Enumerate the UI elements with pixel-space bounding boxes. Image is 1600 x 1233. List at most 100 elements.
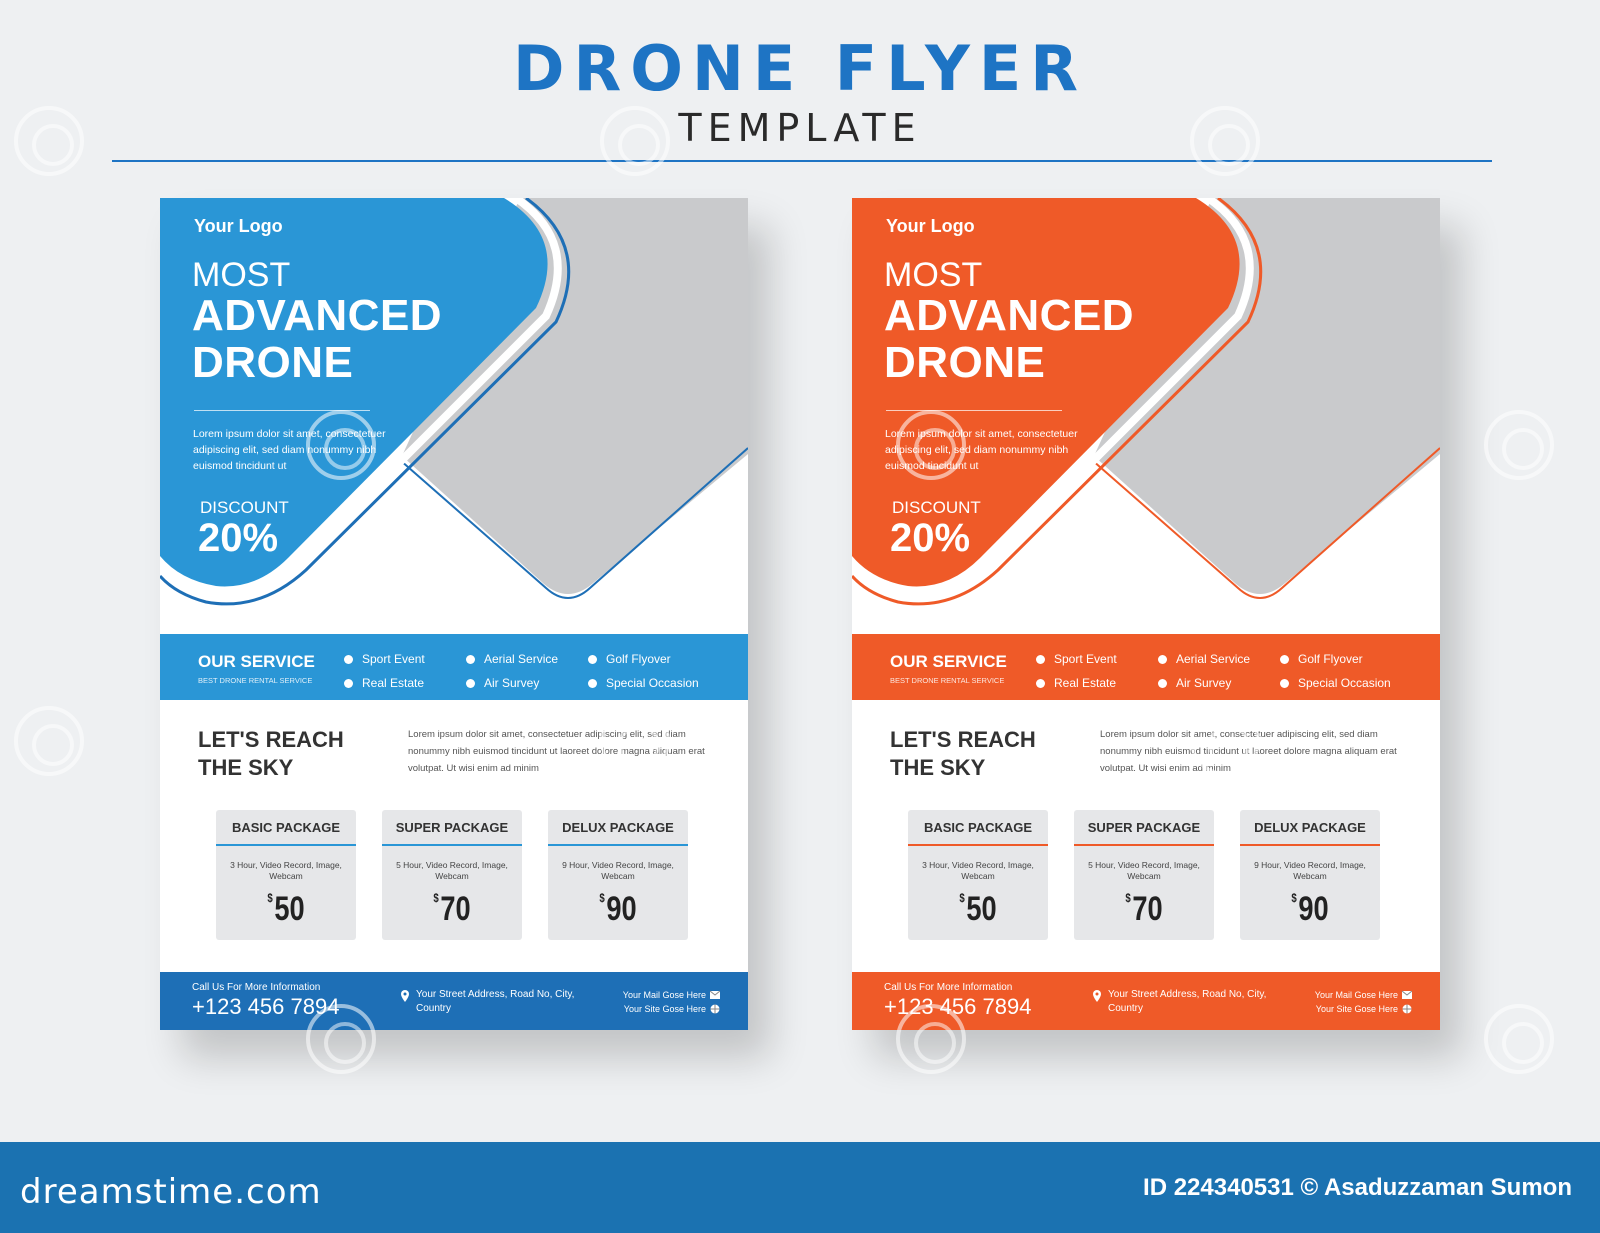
service-item: Aerial Service [464, 652, 558, 666]
price-value: 70 [1132, 890, 1163, 928]
package-card: BASIC PACKAGE 3 Hour, Video Record, Imag… [908, 810, 1048, 940]
discount-value: 20% [890, 516, 971, 560]
package-desc: 3 Hour, Video Record, Image, Webcam [230, 860, 342, 881]
package-title: DELUX PACKAGE [562, 820, 674, 835]
header-divider [112, 160, 1492, 162]
footer-mail: Your Mail Gose Here [622, 990, 706, 1000]
page-title: DRONE FLYER [513, 32, 1087, 105]
service-item: Air Survey [1156, 676, 1231, 690]
footer-call-label: Call Us For More Information [192, 982, 321, 993]
package-divider [382, 844, 522, 846]
package-divider [548, 844, 688, 846]
service-band: OUR SERVICE BEST DRONE RENTAL SERVICE Sp… [852, 634, 1440, 700]
flyer-blue: Your Logo MOST ADVANCED DRONE Lorem ipsu… [160, 198, 748, 1030]
logo-text: Your Logo [886, 216, 975, 236]
mail-icon [1402, 990, 1412, 999]
service-item: Aerial Service [1156, 652, 1250, 666]
headline-advanced: ADVANCED [884, 291, 1135, 340]
footer-mail: Your Mail Gose Here [1314, 990, 1398, 1000]
globe-icon [1402, 1004, 1412, 1014]
location-pin-icon [1093, 990, 1101, 1002]
package-desc: 5 Hour, Video Record, Image, Webcam [1088, 860, 1200, 881]
package-price: $50 [230, 890, 342, 929]
package-price: $70 [1088, 890, 1200, 929]
footer-phone: +123 456 7894 [192, 994, 340, 1019]
watermark-logo-icon [1484, 1004, 1554, 1074]
intro-text: Lorem ipsum dolor sit amet, consectetuer… [885, 428, 1078, 472]
reach-line-1: LET'S REACH [890, 727, 1036, 752]
service-subtitle: BEST DRONE RENTAL SERVICE [890, 676, 1005, 685]
flyer-artwork [160, 198, 748, 606]
footer-address: Your Street Address, Road No, City, Coun… [416, 989, 575, 1014]
package-card: SUPER PACKAGE 5 Hour, Video Record, Imag… [382, 810, 522, 940]
package-price: $70 [396, 890, 508, 929]
price-currency: $ [267, 891, 273, 905]
package-divider [908, 844, 1048, 846]
location-pin-icon [401, 990, 409, 1002]
package-divider [1074, 844, 1214, 846]
footer-contact: Your Mail Gose Here Your Site Gose Here [1315, 988, 1398, 1016]
watermark-credit: ID 224340531 © Asaduzzaman Sumon [1143, 1174, 1572, 1201]
package-divider [216, 844, 356, 846]
service-item: Golf Flyover [586, 652, 671, 666]
price-value: 50 [966, 890, 997, 928]
headline-divider [886, 410, 1062, 411]
package-desc: 9 Hour, Video Record, Image, Webcam [562, 860, 674, 881]
price-currency: $ [433, 891, 439, 905]
body-text: Lorem ipsum dolor sit amet, consectetuer… [1100, 729, 1397, 774]
flyer-artwork [852, 198, 1440, 606]
logo-text: Your Logo [194, 216, 283, 236]
footer-call-label: Call Us For More Information [884, 982, 1013, 993]
service-item: Golf Flyover [1278, 652, 1363, 666]
package-desc: 3 Hour, Video Record, Image, Webcam [922, 860, 1034, 881]
service-item: Real Estate [1034, 676, 1116, 690]
hero-shape [852, 198, 1240, 587]
hero-outline [160, 198, 571, 606]
price-value: 90 [1298, 890, 1329, 928]
package-title: SUPER PACKAGE [1087, 820, 1201, 835]
discount-value: 20% [198, 516, 279, 560]
price-value: 90 [606, 890, 637, 928]
mail-icon [710, 990, 720, 999]
body-text: Lorem ipsum dolor sit amet, consectetuer… [408, 729, 705, 774]
flyer-footer: Call Us For More Information +123 456 78… [852, 972, 1440, 1030]
package-price: $90 [562, 890, 674, 929]
reach-heading: LET'S REACH THE SKY [890, 726, 1036, 782]
footer-address: Your Street Address, Road No, City, Coun… [1108, 989, 1267, 1014]
package-divider [1240, 844, 1380, 846]
watermark-bar: dreamstime.com ID 224340531 © Asaduzzama… [0, 1142, 1600, 1233]
globe-icon [710, 1004, 720, 1014]
headline-drone: DRONE [884, 338, 1046, 387]
price-currency: $ [599, 891, 605, 905]
reach-line-2: THE SKY [198, 755, 294, 780]
service-title: OUR SERVICE [198, 652, 315, 671]
service-item: Special Occasion [1278, 676, 1391, 690]
page-subtitle: TEMPLATE [678, 106, 922, 150]
package-card: DELUX PACKAGE 9 Hour, Video Record, Imag… [1240, 810, 1380, 940]
package-title: SUPER PACKAGE [395, 820, 509, 835]
service-item: Special Occasion [586, 676, 699, 690]
price-value: 50 [274, 890, 305, 928]
service-title: OUR SERVICE [890, 652, 1007, 671]
watermark-logo-icon [14, 706, 84, 776]
footer-site: Your Site Gose Here [623, 1004, 706, 1014]
discount-label: DISCOUNT [892, 498, 981, 517]
price-currency: $ [959, 891, 965, 905]
package-title: DELUX PACKAGE [1254, 820, 1366, 835]
footer-site: Your Site Gose Here [1315, 1004, 1398, 1014]
service-subtitle: BEST DRONE RENTAL SERVICE [198, 676, 313, 685]
package-price: $90 [1254, 890, 1366, 929]
reach-heading: LET'S REACH THE SKY [198, 726, 344, 782]
headline-divider [194, 410, 370, 411]
package-card: BASIC PACKAGE 3 Hour, Video Record, Imag… [216, 810, 356, 940]
price-currency: $ [1125, 891, 1131, 905]
hero-outline-white [852, 198, 1254, 600]
reach-line-1: LET'S REACH [198, 727, 344, 752]
price-currency: $ [1291, 891, 1297, 905]
package-card: SUPER PACKAGE 5 Hour, Video Record, Imag… [1074, 810, 1214, 940]
footer-contact: Your Mail Gose Here Your Site Gose Here [623, 988, 706, 1016]
hero-outline [852, 198, 1263, 606]
image-outline [399, 447, 748, 599]
service-band: OUR SERVICE BEST DRONE RENTAL SERVICE Sp… [160, 634, 748, 700]
price-value: 70 [440, 890, 471, 928]
